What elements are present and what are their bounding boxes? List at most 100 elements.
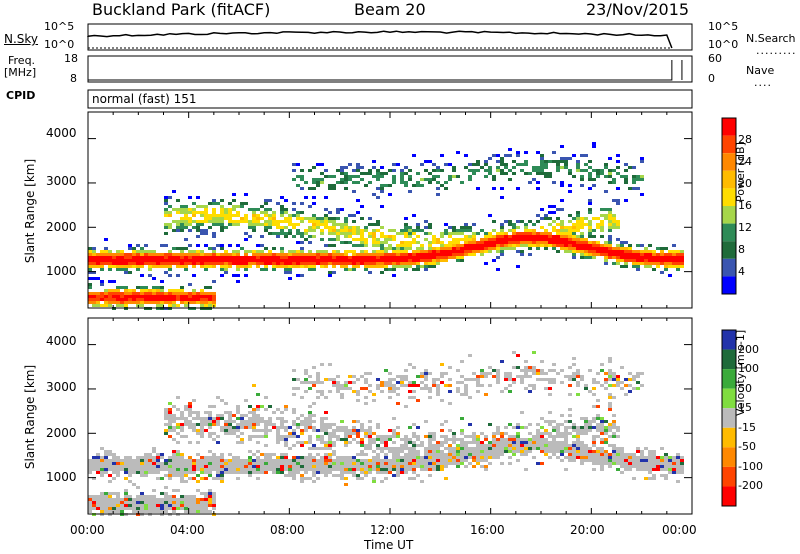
heat-cell xyxy=(328,274,332,277)
heat-cell xyxy=(616,450,620,453)
heat-cell xyxy=(372,393,376,396)
heat-cell xyxy=(572,423,576,426)
heat-cell xyxy=(372,253,376,256)
heat-cell xyxy=(632,462,636,465)
heat-cell xyxy=(520,450,524,453)
heat-cell xyxy=(408,447,412,450)
heat-cell xyxy=(632,375,636,378)
heat-cell xyxy=(204,504,208,507)
heat-cell xyxy=(260,465,264,468)
heat-cell xyxy=(640,178,644,181)
heat-cell xyxy=(272,220,276,223)
heat-cell xyxy=(288,459,292,462)
heat-cell xyxy=(292,369,296,372)
heat-cell xyxy=(680,253,684,256)
heat-cell xyxy=(552,238,556,241)
heat-cell xyxy=(412,184,416,187)
heat-cell xyxy=(252,426,256,429)
heat-cell xyxy=(236,441,240,444)
heat-cell xyxy=(232,274,236,277)
heat-cell xyxy=(268,262,272,265)
heat-cell xyxy=(216,459,220,462)
heat-cell xyxy=(108,453,112,456)
heat-cell xyxy=(572,217,576,220)
heat-cell xyxy=(104,259,108,262)
heat-cell xyxy=(648,453,652,456)
heat-cell xyxy=(384,241,388,244)
heat-cell xyxy=(584,420,588,423)
heat-cell xyxy=(528,447,532,450)
heat-cell xyxy=(664,247,668,250)
heat-cell xyxy=(168,256,172,259)
heat-cell xyxy=(376,220,380,223)
heat-cell xyxy=(348,432,352,435)
heat-cell xyxy=(600,417,604,420)
heat-cell xyxy=(384,441,388,444)
heat-cell xyxy=(576,160,580,163)
heat-cell xyxy=(332,432,336,435)
heat-cell xyxy=(596,223,600,226)
heat-cell xyxy=(288,271,292,274)
heat-cell xyxy=(252,256,256,259)
heat-cell xyxy=(356,429,360,432)
heat-cell xyxy=(300,274,304,277)
heat-cell xyxy=(480,372,484,375)
heat-cell xyxy=(164,414,168,417)
heat-cell xyxy=(316,250,320,253)
heat-cell xyxy=(100,280,104,283)
heat-cell xyxy=(576,447,580,450)
heat-cell xyxy=(184,298,188,301)
heat-cell xyxy=(216,420,220,423)
heat-cell xyxy=(576,438,580,441)
heat-cell xyxy=(560,432,564,435)
heat-cell xyxy=(440,429,444,432)
heat-cell xyxy=(152,265,156,268)
heat-cell xyxy=(496,166,500,169)
heat-cell xyxy=(588,172,592,175)
heat-cell xyxy=(432,384,436,387)
heat-cell xyxy=(364,471,368,474)
heat-cell xyxy=(492,229,496,232)
heat-cell xyxy=(244,274,248,277)
heat-cell xyxy=(192,301,196,304)
heat-cell xyxy=(300,253,304,256)
heat-cell xyxy=(340,396,344,399)
heat-cell xyxy=(588,450,592,453)
heat-cell xyxy=(536,235,540,238)
heat-cell xyxy=(440,462,444,465)
heat-cell xyxy=(328,468,332,471)
heat-cell xyxy=(296,423,300,426)
heat-cell xyxy=(628,372,632,375)
heat-cell xyxy=(296,441,300,444)
heat-cell xyxy=(248,450,252,453)
heat-cell xyxy=(640,157,644,160)
heat-cell xyxy=(560,444,564,447)
heat-cell xyxy=(588,202,592,205)
heat-cell xyxy=(364,241,368,244)
heat-cell xyxy=(204,462,208,465)
heat-cell xyxy=(144,504,148,507)
heat-cell xyxy=(464,166,468,169)
heat-cell xyxy=(196,259,200,262)
heat-cell xyxy=(496,169,500,172)
heat-cell xyxy=(340,229,344,232)
heat-cell xyxy=(236,268,240,271)
heat-cell xyxy=(364,378,368,381)
heat-cell xyxy=(352,432,356,435)
heat-cell xyxy=(620,450,624,453)
heat-cell xyxy=(324,265,328,268)
heat-cell xyxy=(360,453,364,456)
heat-cell xyxy=(368,465,372,468)
heat-cell xyxy=(380,384,384,387)
heat-cell xyxy=(256,256,260,259)
heat-cell xyxy=(388,256,392,259)
heat-cell xyxy=(260,417,264,420)
heat-cell xyxy=(476,250,480,253)
heat-cell xyxy=(500,163,504,166)
heat-cell xyxy=(172,417,176,420)
heat-cell xyxy=(668,468,672,471)
heat-cell xyxy=(532,232,536,235)
vel-ytick-1000: 1000 xyxy=(46,470,77,484)
heat-cell xyxy=(496,375,500,378)
